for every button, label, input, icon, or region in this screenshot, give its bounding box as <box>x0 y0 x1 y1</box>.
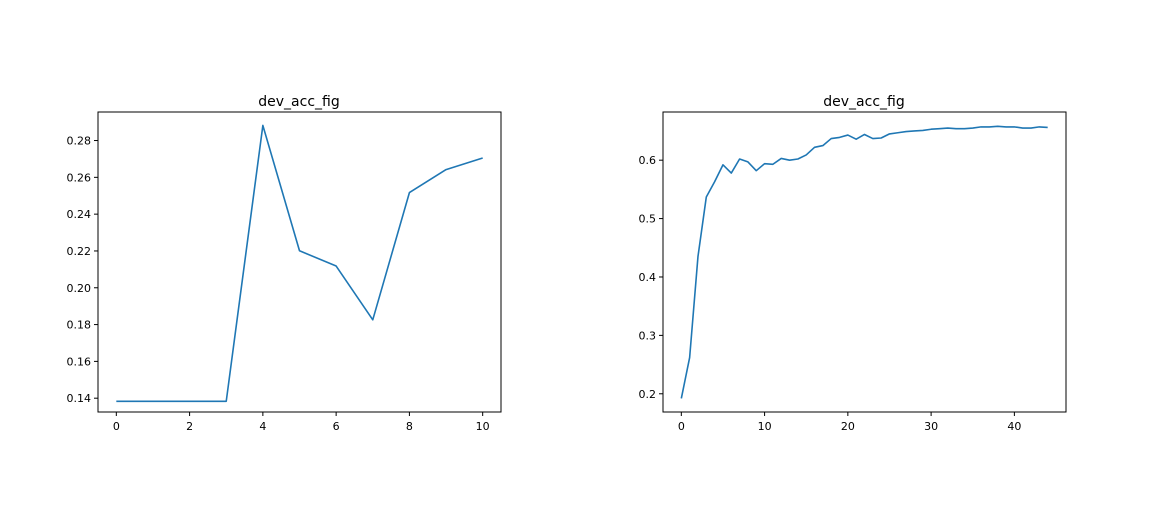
chart-right-x-tick-label: 40 <box>1007 420 1021 433</box>
chart-left-y-tick-label: 0.14 <box>67 392 92 405</box>
chart-left-x-tick-label: 8 <box>406 420 413 433</box>
chart-left-x-tick-label: 10 <box>476 420 490 433</box>
chart-left-title: dev_acc_fig <box>258 94 339 110</box>
chart-right-x-tick-label: 10 <box>758 420 772 433</box>
chart-right-x-tick-label: 20 <box>841 420 855 433</box>
chart-left-y-axis: 0.14 0.16 0.18 0.20 0.22 0.24 0.26 0.28 <box>67 135 98 405</box>
chart-left-x-tick-label: 2 <box>186 420 193 433</box>
chart-right-plot-frame <box>662 111 1067 413</box>
chart-left: dev_acc_fig 0 2 4 6 8 10 0.14 0.16 0.18 0.20 0.22… <box>67 94 502 433</box>
chart-left-y-tick-label: 0.20 <box>67 282 92 295</box>
chart-left-y-tick-label: 0.28 <box>67 135 92 148</box>
chart-left-y-tick-label: 0.16 <box>67 355 92 368</box>
chart-left-x-tick-label: 4 <box>259 420 266 433</box>
chart-right-y-axis: 0.2 0.3 0.4 0.5 0.6 <box>639 154 663 401</box>
chart-right-y-tick-label: 0.4 <box>639 271 657 284</box>
chart-right: dev_acc_fig 0 10 20 30 40 0.2 0.3 0.4 0.5 0.6 <box>639 94 1067 433</box>
chart-right-y-tick-label: 0.5 <box>639 213 657 226</box>
chart-left-y-tick-label: 0.26 <box>67 171 92 184</box>
chart-left-series-group <box>116 124 483 403</box>
chart-left-y-tick-label: 0.24 <box>67 208 92 221</box>
chart-right-y-tick-label: 0.2 <box>639 388 657 401</box>
chart-left-plot-frame <box>97 111 502 413</box>
chart-right-series-group <box>680 125 1048 399</box>
chart-right-y-tick-label: 0.6 <box>639 154 657 167</box>
chart-right-title: dev_acc_fig <box>823 94 904 110</box>
chart-left-x-axis: 0 2 4 6 8 10 <box>113 412 490 433</box>
chart-left-x-tick-label: 0 <box>113 420 120 433</box>
chart-right-series-line <box>680 125 1048 399</box>
chart-right-y-tick-label: 0.3 <box>639 329 657 342</box>
chart-right-x-tick-label: 0 <box>678 420 685 433</box>
chart-left-y-tick-label: 0.22 <box>67 245 92 258</box>
chart-left-series-line <box>116 124 483 403</box>
chart-left-x-tick-label: 6 <box>333 420 340 433</box>
chart-left-y-tick-label: 0.18 <box>67 319 92 332</box>
chart-right-x-axis: 0 10 20 30 40 <box>678 412 1021 433</box>
chart-right-x-tick-label: 30 <box>924 420 938 433</box>
